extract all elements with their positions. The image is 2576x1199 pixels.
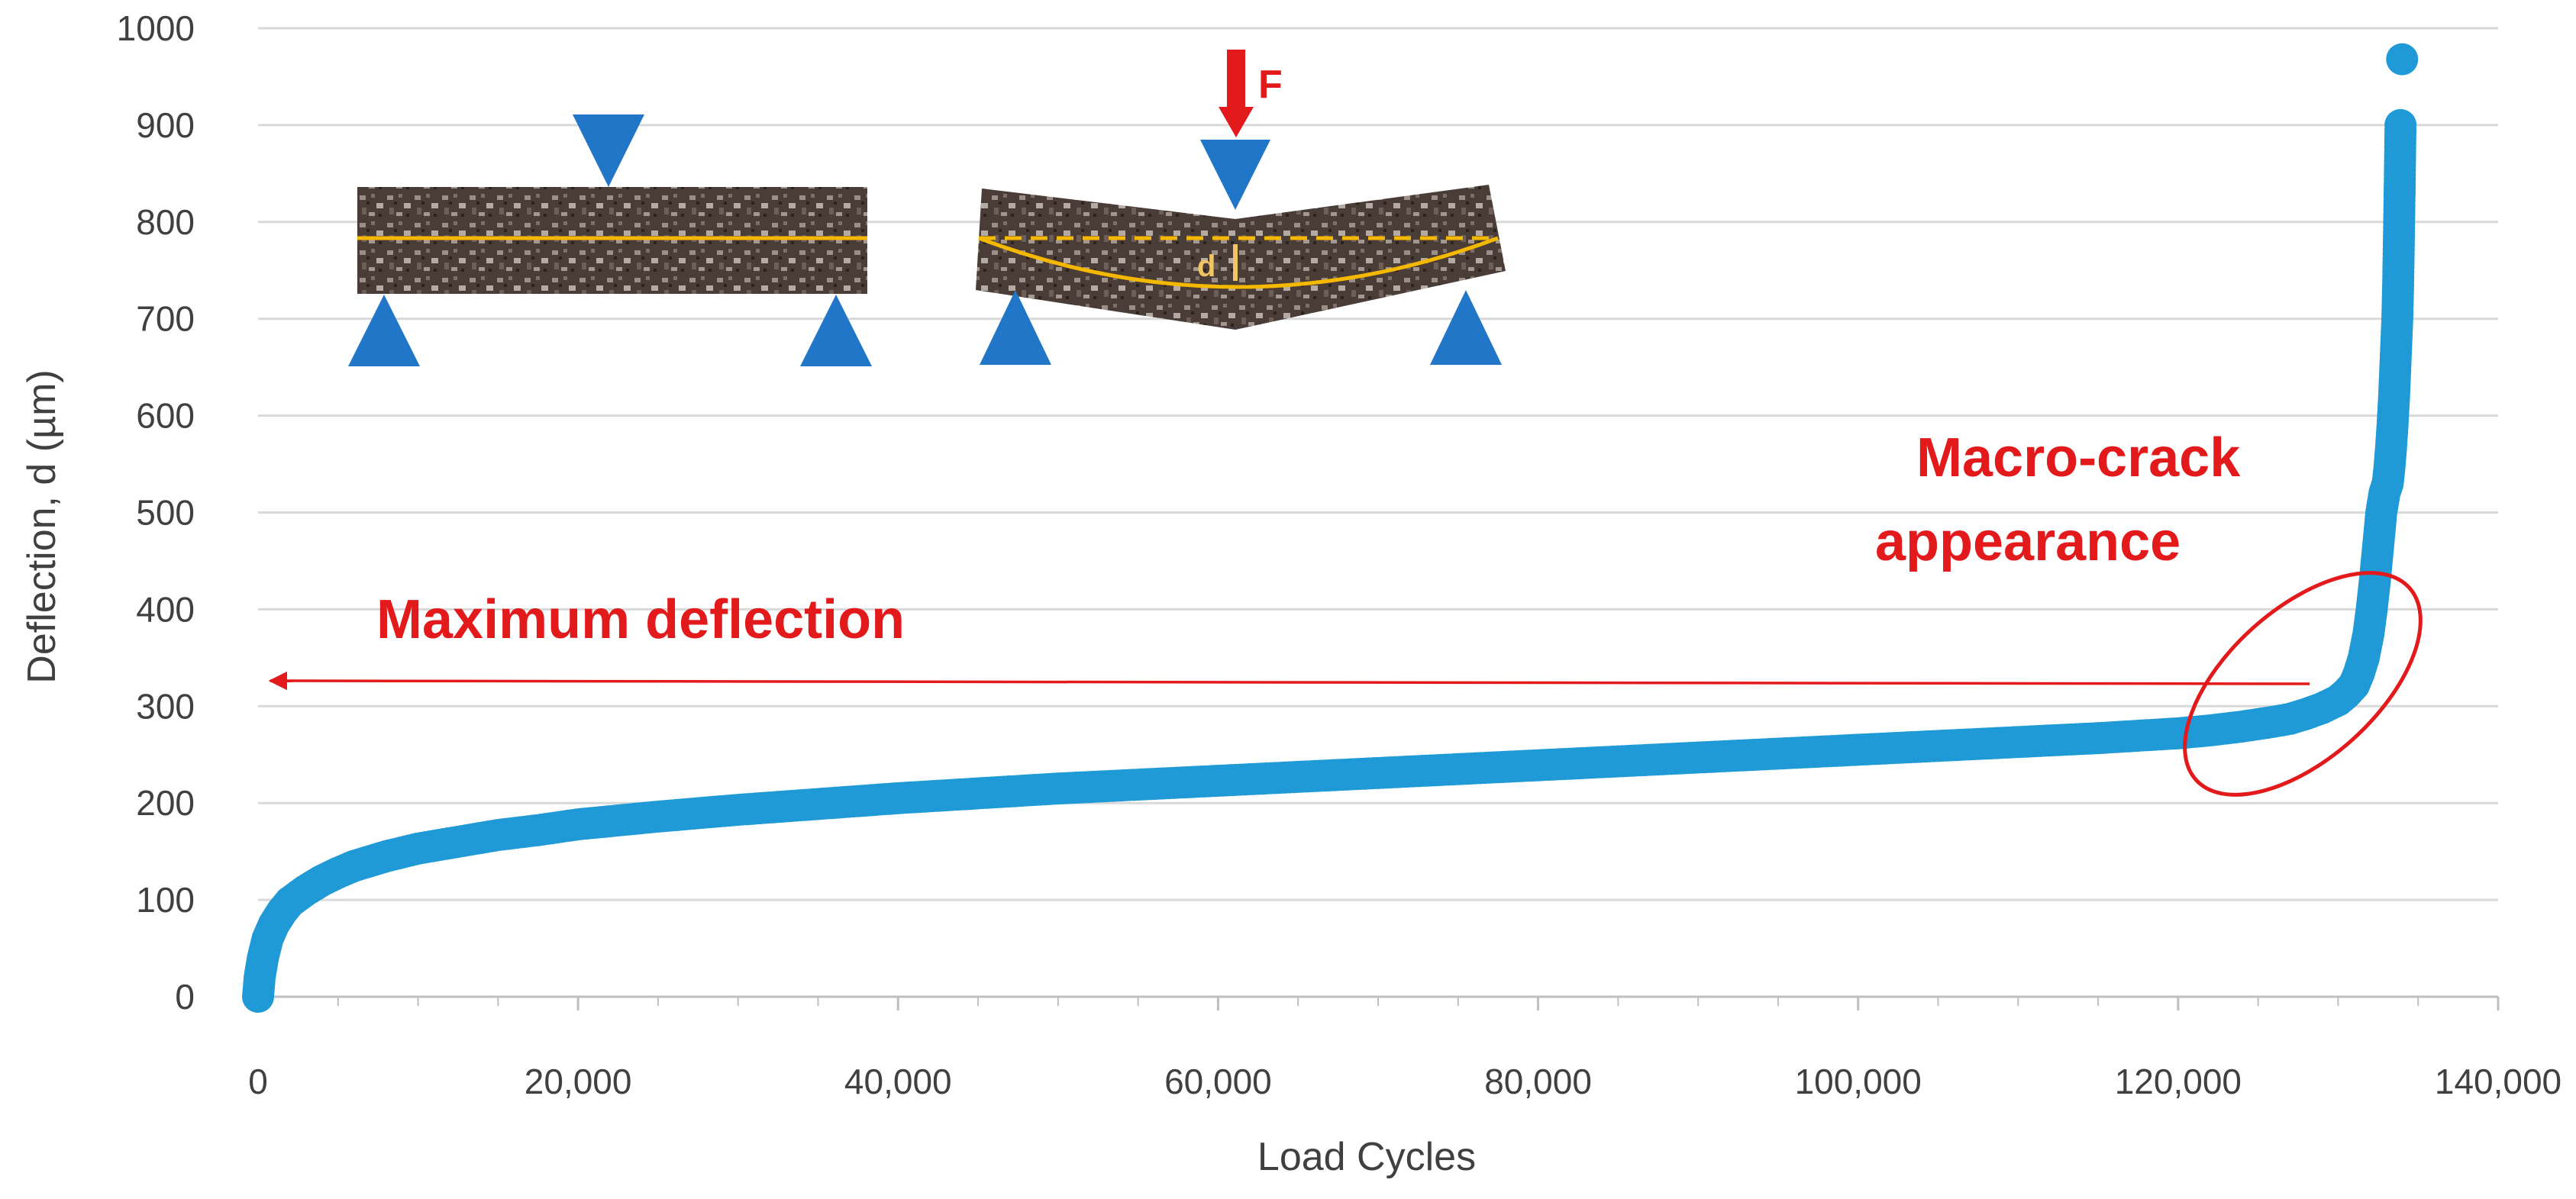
x-tick-label: 0 <box>248 1062 268 1101</box>
x-tick-label: 80,000 <box>1484 1062 1592 1101</box>
y-tick-label: 200 <box>136 783 195 823</box>
y-tick-label: 800 <box>136 202 195 242</box>
load-point-icon <box>573 114 644 187</box>
beam-loaded-deflected-axis <box>978 236 1499 289</box>
y-tick-label: 1000 <box>117 8 195 48</box>
y-tick-label: 300 <box>136 686 195 726</box>
y-tick-label: 400 <box>136 589 195 629</box>
force-arrow-head-icon <box>1219 107 1254 137</box>
data-points <box>242 43 2419 1013</box>
force-label: F <box>1258 63 1283 107</box>
data-point <box>2384 108 2417 141</box>
data-point <box>2386 43 2419 76</box>
x-tick-label: 140,000 <box>2435 1062 2561 1101</box>
x-tick-label: 20,000 <box>525 1062 632 1101</box>
x-tick-label: 120,000 <box>2115 1062 2242 1101</box>
support-right-icon <box>1430 290 1502 365</box>
y-tick-labels: 0 100 200 300 400 500 600 700 800 900 1000 <box>117 8 195 1017</box>
axes <box>257 995 2500 1010</box>
force-arrow-shaft-icon <box>1227 50 1245 109</box>
y-axis-title: Deflection, d (µm) <box>20 369 64 683</box>
y-tick-label: 700 <box>136 299 195 339</box>
y-tick-label: 600 <box>136 396 195 436</box>
macro-crack-label-line1: Macro-crack <box>1916 427 2241 488</box>
max-deflection-arrow <box>268 671 2310 691</box>
grid-lines <box>258 27 2498 901</box>
macro-crack-highlight-ellipse <box>2183 571 2423 797</box>
y-tick-label: 900 <box>136 105 195 145</box>
x-tick-labels: 0 20,000 40,000 60,000 80,000 100,000 120,000 1… <box>248 1062 2561 1101</box>
beam-unloaded <box>357 187 867 294</box>
max-deflection-label: Maximum deflection <box>376 589 905 650</box>
y-tick-label: 100 <box>136 880 195 920</box>
deflection-d-label: d <box>1197 250 1215 283</box>
load-point-icon <box>1200 140 1270 210</box>
x-tick-label: 40,000 <box>844 1062 952 1101</box>
support-left-icon <box>980 290 1051 365</box>
beam-loaded-inset: d F <box>976 50 1506 365</box>
y-tick-label: 500 <box>136 493 195 533</box>
macro-crack-label-line2: appearance <box>1875 511 2181 572</box>
x-tick-label: 60,000 <box>1164 1062 1272 1101</box>
x-axis-title: Load Cycles <box>1257 1135 1476 1179</box>
beam-loaded <box>976 185 1506 330</box>
beam-unloaded-inset <box>348 114 872 366</box>
y-tick-label: 0 <box>175 977 195 1017</box>
support-right-icon <box>800 295 872 366</box>
support-left-icon <box>348 295 420 366</box>
x-tick-label: 100,000 <box>1795 1062 1922 1101</box>
